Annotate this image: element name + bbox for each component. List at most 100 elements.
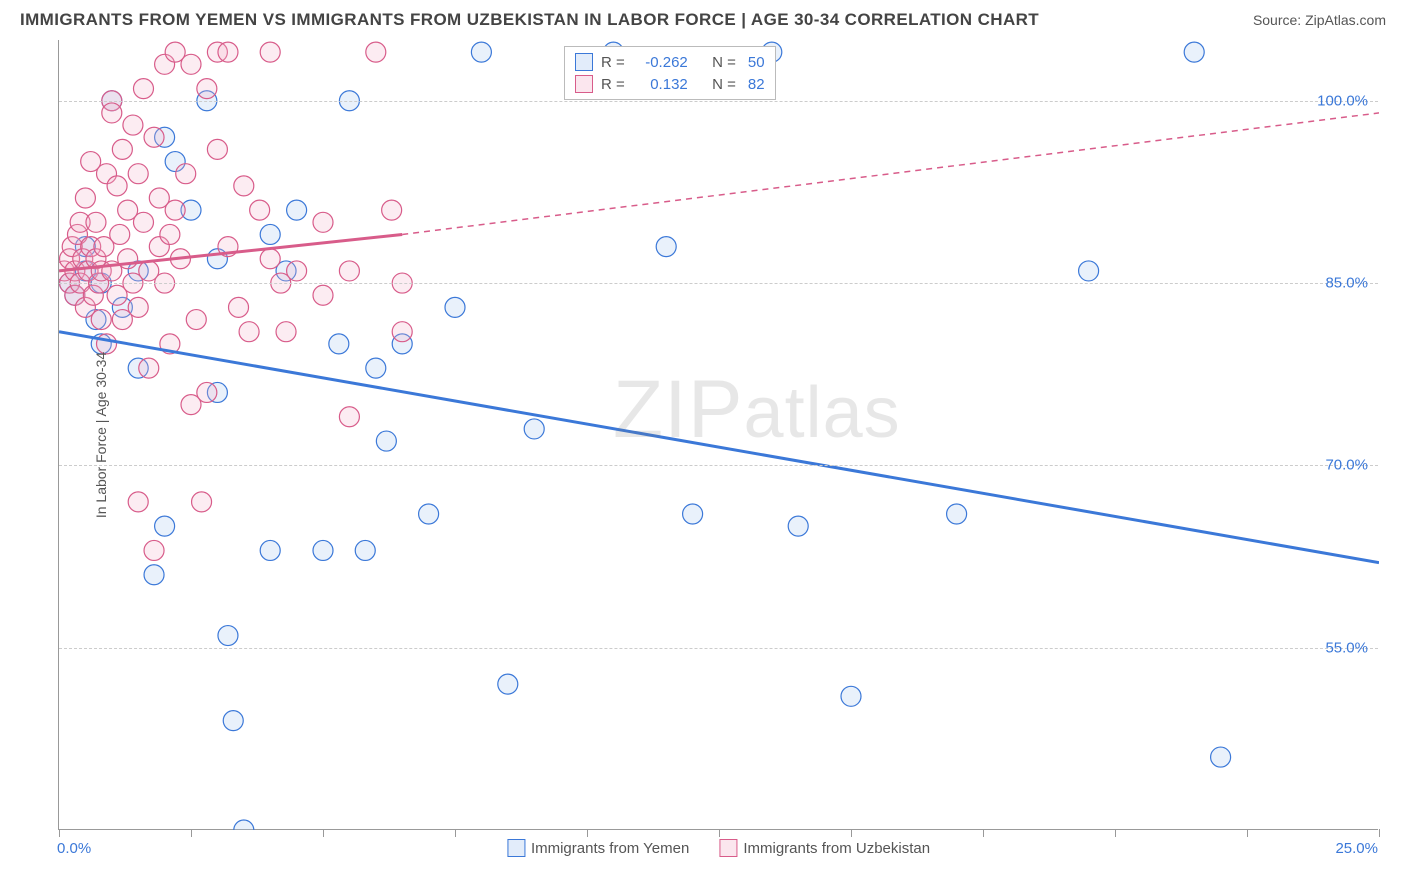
data-point: [392, 322, 412, 342]
data-point: [133, 212, 153, 232]
data-point: [139, 358, 159, 378]
data-point: [445, 297, 465, 317]
data-point: [218, 42, 238, 62]
stats-row: R =-0.262 N =50: [575, 51, 765, 73]
legend-item: Immigrants from Yemen: [507, 839, 689, 857]
data-point: [683, 504, 703, 524]
stats-row: R =0.132 N =82: [575, 73, 765, 95]
chart-title: IMMIGRANTS FROM YEMEN VS IMMIGRANTS FROM…: [20, 10, 1039, 30]
grid-line: [59, 648, 1378, 649]
data-point: [155, 516, 175, 536]
data-point: [102, 103, 122, 123]
x-tick: [323, 829, 324, 837]
data-point: [97, 334, 117, 354]
grid-line: [59, 283, 1378, 284]
grid-line: [59, 465, 1378, 466]
data-point: [197, 79, 217, 99]
y-tick-label: 70.0%: [1325, 457, 1368, 474]
data-point: [382, 200, 402, 220]
legend-item: Immigrants from Uzbekistan: [719, 839, 930, 857]
data-point: [181, 54, 201, 74]
legend-label: Immigrants from Uzbekistan: [743, 840, 930, 857]
data-point: [313, 212, 333, 232]
data-point: [366, 358, 386, 378]
data-point: [128, 164, 148, 184]
data-point: [229, 297, 249, 317]
data-point: [287, 261, 307, 281]
data-point: [160, 224, 180, 244]
data-point: [176, 164, 196, 184]
data-point: [1079, 261, 1099, 281]
data-point: [1211, 747, 1231, 767]
data-point: [250, 200, 270, 220]
data-point: [276, 322, 296, 342]
data-point: [133, 79, 153, 99]
data-point: [355, 540, 375, 560]
x-max-label: 25.0%: [1335, 840, 1378, 857]
source-label: Source: ZipAtlas.com: [1253, 12, 1386, 28]
data-point: [366, 42, 386, 62]
data-point: [339, 407, 359, 427]
data-point: [339, 261, 359, 281]
data-point: [234, 820, 254, 830]
x-tick: [1379, 829, 1380, 837]
data-point: [419, 504, 439, 524]
legend-swatch: [575, 75, 593, 93]
data-point: [498, 674, 518, 694]
data-point: [656, 237, 676, 257]
x-tick: [1247, 829, 1248, 837]
data-point: [192, 492, 212, 512]
y-tick-label: 85.0%: [1325, 275, 1368, 292]
stats-box: R =-0.262 N =50R =0.132 N =82: [564, 46, 776, 100]
data-point: [112, 139, 132, 159]
x-tick: [59, 829, 60, 837]
trend-line: [59, 332, 1379, 563]
data-point: [1184, 42, 1204, 62]
chart-area: ZIPatlas 100.0%85.0%70.0%55.0% R =-0.262…: [58, 40, 1378, 830]
data-point: [107, 176, 127, 196]
data-point: [260, 540, 280, 560]
data-point: [91, 310, 111, 330]
data-point: [128, 492, 148, 512]
x-tick: [983, 829, 984, 837]
data-point: [376, 431, 396, 451]
data-point: [110, 224, 130, 244]
legend-label: Immigrants from Yemen: [531, 840, 689, 857]
data-point: [260, 224, 280, 244]
data-point: [260, 42, 280, 62]
data-point: [234, 176, 254, 196]
data-point: [218, 626, 238, 646]
data-point: [223, 711, 243, 731]
data-point: [144, 127, 164, 147]
y-axis-label: In Labor Force | Age 30-34: [93, 352, 109, 518]
data-point: [287, 200, 307, 220]
x-min-label: 0.0%: [57, 840, 91, 857]
plot-area: ZIPatlas 100.0%85.0%70.0%55.0% R =-0.262…: [58, 40, 1378, 830]
data-point: [313, 285, 333, 305]
trend-line-dashed: [402, 113, 1379, 235]
data-point: [947, 504, 967, 524]
data-point: [197, 382, 217, 402]
x-tick: [191, 829, 192, 837]
data-point: [86, 212, 106, 232]
data-point: [471, 42, 491, 62]
legend-swatch: [575, 53, 593, 71]
grid-line: [59, 101, 1378, 102]
data-point: [144, 565, 164, 585]
y-tick-label: 100.0%: [1317, 92, 1368, 109]
scatter-svg: [59, 40, 1379, 830]
data-point: [144, 540, 164, 560]
data-point: [260, 249, 280, 269]
data-point: [329, 334, 349, 354]
y-tick-label: 55.0%: [1325, 639, 1368, 656]
x-tick: [587, 829, 588, 837]
data-point: [239, 322, 259, 342]
data-point: [207, 139, 227, 159]
data-point: [123, 115, 143, 135]
data-point: [128, 297, 148, 317]
data-point: [165, 200, 185, 220]
x-tick: [719, 829, 720, 837]
data-point: [186, 310, 206, 330]
x-tick: [851, 829, 852, 837]
x-tick: [455, 829, 456, 837]
